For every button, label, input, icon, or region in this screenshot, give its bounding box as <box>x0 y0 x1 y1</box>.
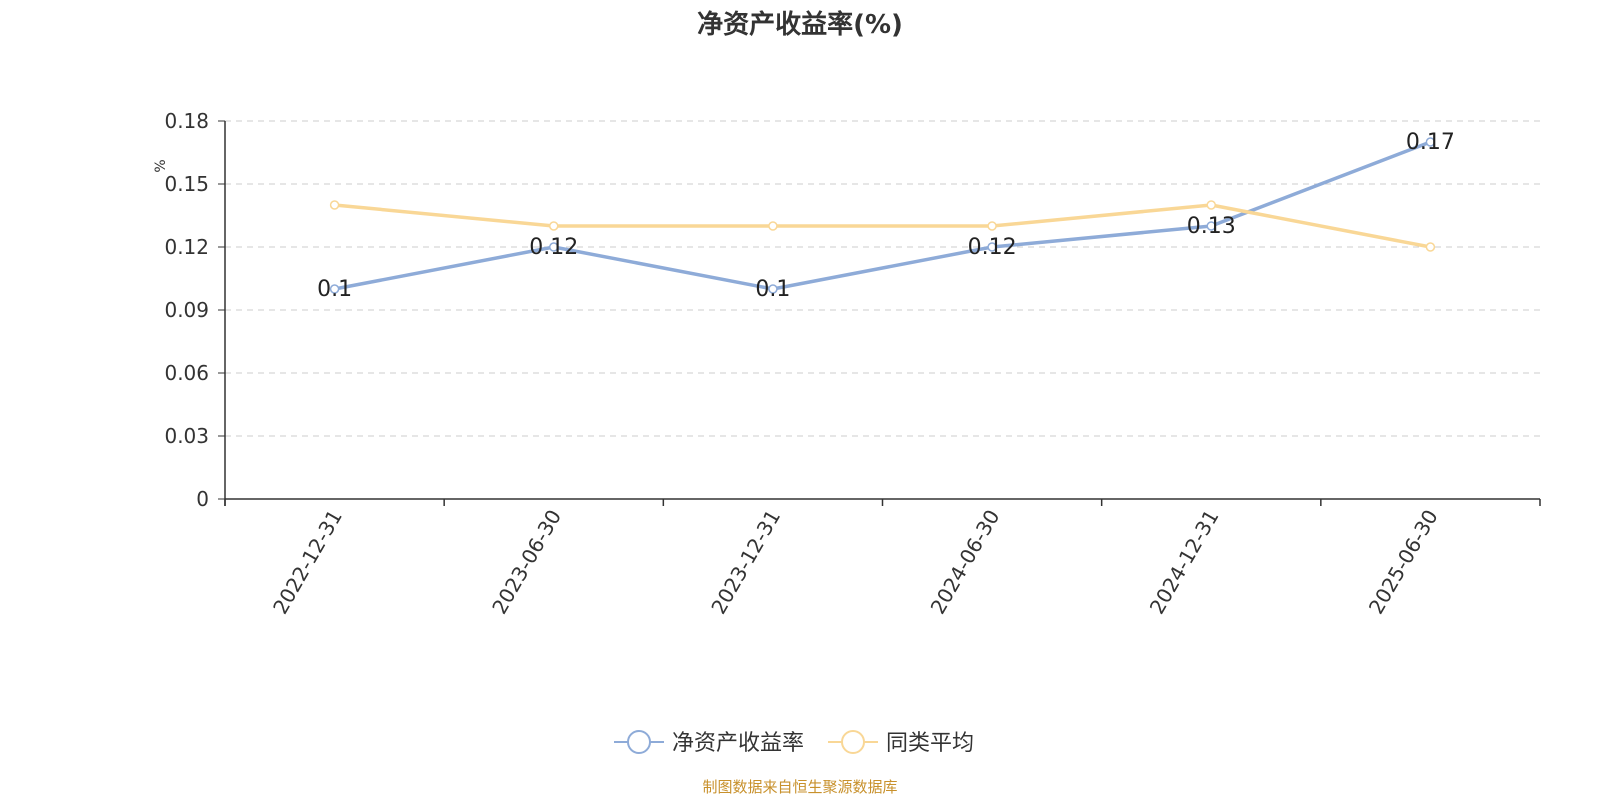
series-point-2 <box>768 221 778 231</box>
data-label: 0.13 <box>1187 214 1236 239</box>
series-point-2 <box>329 200 340 210</box>
y-tick-label: 0.12 <box>164 235 209 259</box>
legend-marker-1 <box>627 730 651 754</box>
series-line-2 <box>334 203 1431 249</box>
series-point-1 <box>987 242 997 252</box>
series-point-2 <box>549 221 559 231</box>
y-tick-label: 0.09 <box>164 298 209 322</box>
legend-label: 同类平均 <box>886 731 974 756</box>
data-label: 0.12 <box>968 235 1017 260</box>
source-note: 制图数据来自恒生聚源数据库 <box>702 778 898 796</box>
series <box>329 137 1436 294</box>
x-tick-label: 2023-06-30 <box>487 506 566 619</box>
y-axis-unit-label: % <box>153 159 169 172</box>
axes: 0 0.03 0.06 0.09 0.12 0.15 0.18 2022-12-31 2023-… <box>164 109 1541 619</box>
x-tick-label: 2022-12-31 <box>268 506 347 619</box>
series-point-1 <box>1425 137 1436 147</box>
series-point-1 <box>549 242 559 252</box>
data-label: 0.1 <box>755 277 790 302</box>
y-tick-label: 0 <box>196 487 209 511</box>
legend-marker-2 <box>841 730 865 754</box>
series-point-1 <box>768 284 778 294</box>
data-label: 0.12 <box>529 235 578 260</box>
y-tick-label: 0.03 <box>164 424 209 448</box>
series-point-2 <box>987 221 997 231</box>
x-tick-label: 2024-12-31 <box>1145 506 1224 619</box>
data-labels: 0.1 0.12 0.1 0.12 0.13 0.17 <box>317 130 1455 302</box>
x-tick-label: 2025-06-30 <box>1364 506 1443 619</box>
y-tick-label: 0.15 <box>164 172 209 196</box>
x-tick-label: 2024-06-30 <box>926 505 1005 618</box>
y-tick-label: 0.06 <box>164 361 209 385</box>
series-point-2 <box>1425 242 1436 252</box>
x-tick-label: 2023-12-31 <box>706 506 785 619</box>
series-point-1 <box>1206 221 1216 231</box>
legend-label: 净资产收益率 <box>672 731 804 756</box>
series-point-2 <box>1206 200 1216 210</box>
legend: 净资产收益率 同类平均 <box>614 730 974 756</box>
y-tick-label: 0.18 <box>164 109 209 133</box>
series-point-1 <box>329 284 340 294</box>
grid-lines <box>225 120 1540 437</box>
chart-title: 净资产收益率(%) <box>697 10 903 40</box>
data-label: 0.1 <box>317 277 352 302</box>
data-label: 0.17 <box>1406 130 1455 155</box>
